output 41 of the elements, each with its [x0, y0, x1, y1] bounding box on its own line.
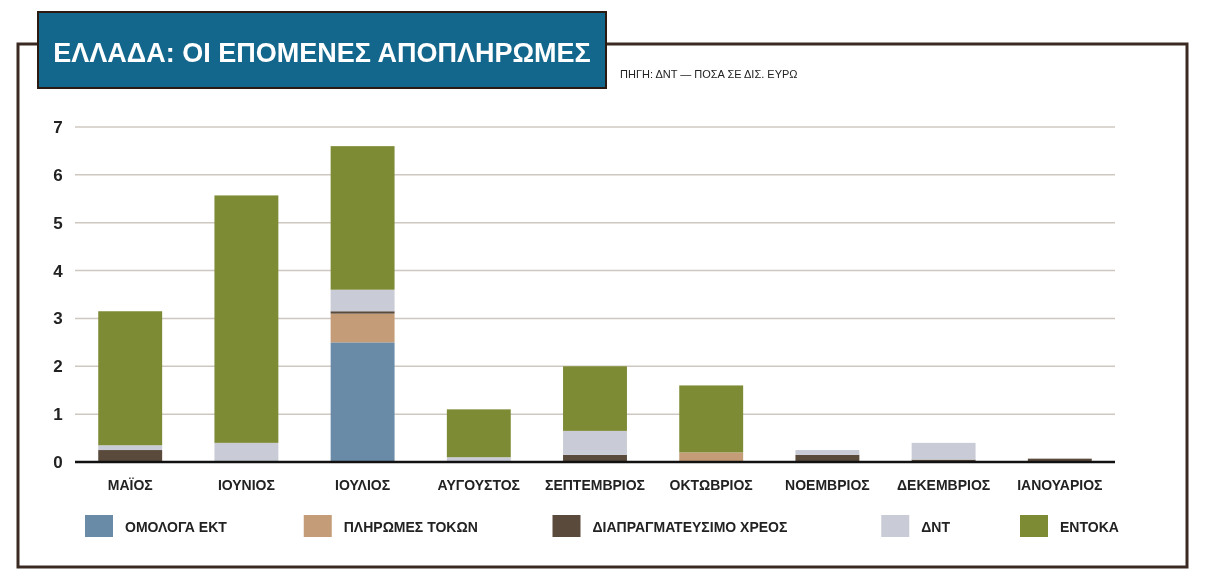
y-tick-label: 3	[53, 309, 63, 329]
legend-label: ΔΙΑΠΡΑΓΜΑΤΕΥΣΙΜΟ ΧΡΕΟΣ	[592, 519, 788, 535]
bar	[911, 442, 976, 460]
legend-label: ΠΛΗΡΩΜΕΣ ΤΟΚΩΝ	[343, 519, 478, 535]
x-tick-label: ΙΟΥΛΙΟΣ	[335, 477, 391, 493]
bar	[330, 311, 395, 314]
y-tick-label: 5	[53, 213, 63, 233]
bar	[214, 195, 279, 443]
chart-title: ΕΛΛΑΔΑ: ΟΙ ΕΠΟΜΕΝΕΣ ΑΠΟΠΛΗΡΩΜΕΣ	[53, 38, 591, 68]
x-tick-label: ΔΕΚΕΜΒΡΙΟΣ	[897, 477, 991, 493]
x-tick-label: ΙΑΝΟΥΑΡΙΟΣ	[1017, 477, 1103, 493]
bar	[679, 452, 744, 462]
bar	[98, 450, 163, 462]
text: ΠΗΓΗ: ΔΝΤ — ΠΟΣΑ ΣΕ ΔΙΣ. ΕΥΡΩ	[620, 68, 798, 80]
x-tick-label: ΜΑΪΟΣ	[107, 477, 153, 493]
bar	[563, 366, 627, 431]
bar	[330, 289, 395, 312]
y-tick-label: 2	[53, 357, 63, 377]
x-tick-label: ΙΟΥΝΙΟΣ	[217, 477, 275, 493]
y-tick-label: 4	[53, 261, 64, 281]
bar	[563, 430, 627, 455]
bar	[214, 442, 279, 462]
bar	[795, 450, 860, 455]
y-tick-label: 7	[53, 117, 63, 137]
y-tick-label: 1	[53, 405, 63, 425]
bar	[330, 313, 395, 343]
bar	[679, 385, 744, 453]
bar	[330, 146, 395, 290]
x-tick-label: ΟΚΤΩΒΡΙΟΣ	[669, 477, 753, 493]
bar	[98, 445, 163, 451]
x-tick-label: ΑΥΓΟΥΣΤΟΣ	[437, 477, 521, 493]
x-tick-label: ΝΟΕΜΒΡΙΟΣ	[785, 477, 870, 493]
x-tick-label: ΣΕΠΤΕΜΒΡΙΟΣ	[544, 477, 646, 493]
legend-label: ΟΜΟΛΟΓΑ ΕΚΤ	[125, 519, 228, 535]
y-tick-label: 0	[53, 452, 63, 472]
bar	[98, 311, 163, 446]
legend-label: ΔΝΤ	[921, 519, 951, 535]
legend-label: ΕΝΤΟΚΑ	[1060, 519, 1119, 535]
y-tick-label: 6	[53, 165, 63, 185]
bar	[446, 409, 511, 458]
bar	[330, 342, 395, 462]
